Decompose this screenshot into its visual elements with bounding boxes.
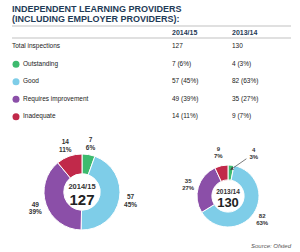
table-cell: 9 (7%) xyxy=(232,112,251,120)
data-label: 43% xyxy=(249,147,258,160)
table-cell: Inadequate xyxy=(23,112,56,120)
legend-swatch xyxy=(13,78,20,85)
pie-total: 127 xyxy=(69,191,94,208)
data-label: 97% xyxy=(214,146,223,159)
slice xyxy=(215,165,228,181)
pie: 2013/1413043%8263%3527%97% xyxy=(182,146,269,227)
pie-title: 2014/15 xyxy=(68,182,95,191)
table-cell: Good xyxy=(23,77,39,84)
table-cell: Total inspections xyxy=(12,42,61,50)
table-header: 2013/14 xyxy=(232,29,257,36)
table-rule xyxy=(12,38,291,39)
label-arrow xyxy=(231,159,247,170)
chart: INDEPENDENT LEARNING PROVIDERS(INCLUDING… xyxy=(0,0,300,252)
data-label: 8263% xyxy=(256,213,269,226)
table-cell: Requires improvement xyxy=(23,95,89,103)
table-cell: 4 (3%) xyxy=(232,60,251,68)
legend-swatch xyxy=(13,113,20,120)
slice xyxy=(58,154,82,178)
subtitle: (INCLUDING EMPLOYER PROVIDERS): xyxy=(12,14,180,24)
data-label: 76% xyxy=(86,136,96,151)
title: INDEPENDENT LEARNING PROVIDERS xyxy=(12,4,182,14)
data-label: 5745% xyxy=(124,193,137,208)
pie-total: 130 xyxy=(217,195,239,210)
slices xyxy=(44,154,120,230)
table-cell: Outstanding xyxy=(23,60,58,68)
table-cell: 49 (39%) xyxy=(172,95,198,103)
table-header: 2014/15 xyxy=(172,29,197,36)
table-cell: 35 (27%) xyxy=(232,95,258,103)
source: Source: Ofsted xyxy=(251,243,292,249)
slices xyxy=(197,165,259,227)
pie: 2014/15127 76% 5745% 4939% 1411% xyxy=(29,136,137,230)
legend-swatch xyxy=(13,61,20,68)
legend-swatch xyxy=(13,96,20,103)
data-label: 4939% xyxy=(29,201,42,216)
table-cell: 7 (6%) xyxy=(172,60,191,68)
data-label: 3527% xyxy=(182,178,195,191)
table-cell: 57 (45%) xyxy=(172,77,198,85)
table-cell: 127 xyxy=(172,42,183,49)
table-cell: 82 (63%) xyxy=(232,77,258,85)
table-rule xyxy=(12,26,291,27)
table-cell: 14 (11%) xyxy=(172,112,198,120)
data-label: 1411% xyxy=(59,138,72,153)
table: 2014/15 2013/14 Total inspections 127 130 Out… xyxy=(12,26,291,120)
table-cell: 130 xyxy=(232,42,243,49)
